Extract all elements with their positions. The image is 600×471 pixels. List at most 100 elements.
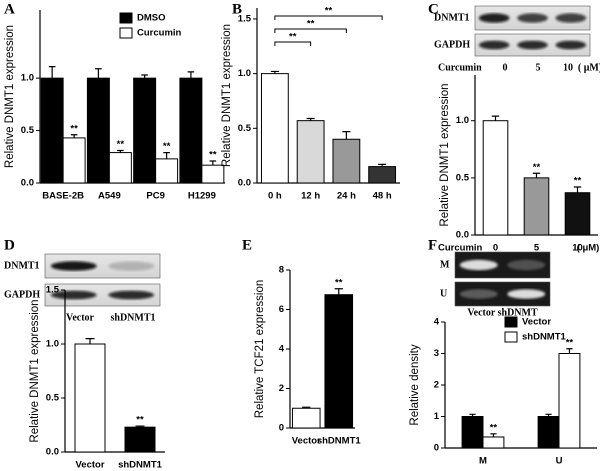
panel-letter: D [4,237,15,253]
y-axis-label: Relative density [409,344,421,425]
legend-swatch [119,12,133,24]
bar [482,436,505,449]
significance-bracket [274,28,347,33]
bar [133,77,157,184]
y-tick-label: 1.0 [46,339,59,350]
y-tick-label: 1 [434,411,440,422]
bar [260,73,289,184]
bar [537,416,560,449]
bar [523,177,550,236]
y-tick-label: 8 [279,265,284,276]
y-tick-label: 1.0 [21,73,34,84]
bar [108,152,132,184]
x-tick-label: Vector [292,436,321,447]
error-bar [48,66,56,79]
blot-band [459,289,498,299]
panel-letter: F [428,237,437,253]
error-bar [342,130,351,140]
blot-band [517,13,548,23]
error-bar [573,186,582,193]
legend-swatch [119,27,133,39]
y-tick-label: 0.0 [46,447,59,458]
y-tick-label: 6 [279,304,284,315]
y-axis-label: Relative DNMT1 expression [439,83,451,226]
blot-caption: Vector shDNMT [467,307,538,318]
y-tick-label: 4 [279,344,285,355]
error-bar [135,425,145,428]
blot-lanes-title: Curcumin [438,62,482,73]
blot-strip [44,283,161,307]
y-tick-label: 2 [279,383,284,394]
significance: ** [70,123,78,134]
blot-band [507,259,546,271]
y-tick-label: 0.0 [456,230,469,241]
x-tick-label: 12 h [301,191,320,202]
blot-band [108,261,155,271]
significance: ** [136,415,144,426]
blot-band [108,290,155,300]
blot-row-label: GAPDH [4,289,40,300]
blot-band [517,40,548,50]
significance: ** [490,422,498,433]
y-tick-label: 0 [434,443,439,454]
significance-bracket [274,15,383,20]
panel-letter: A [4,1,15,17]
y-axis-label: Relative DNMT1 expression [4,25,16,168]
error-bar [469,413,476,417]
y-tick-label: 1.0 [456,115,469,126]
panel-letter: C [428,1,439,17]
x-tick-label: U [556,456,563,467]
blot-lane-label: 5 [536,62,541,73]
y-tick-label: 4 [434,317,440,328]
bar [324,294,354,429]
bar [86,77,110,184]
bar [74,343,106,453]
significance: ** [325,6,333,17]
y-axis-label: Relative TCF21 expression [254,280,266,419]
y-tick-label: 3 [434,348,439,359]
error-bar [141,74,148,79]
panel-letter: E [242,237,252,253]
y-tick-label: 1.5 [46,285,60,296]
significance: ** [533,162,541,173]
blot-row-label: DNMT1 [434,12,470,23]
panel: B 0.0 0.5 1.0 1.5 Relative DNMT1 expression 0 … [221,1,400,202]
significance: ** [289,32,297,43]
y-axis-label: Relative DNMT1 expression [29,299,41,442]
y-tick-label: 0.5 [21,125,35,136]
legend-label: Vector [522,317,551,328]
bar [40,77,64,184]
bar [296,120,325,184]
significance: ** [163,141,171,152]
x-tick-label: 48 h [373,191,392,202]
y-tick-label: 0.0 [21,178,34,189]
significance: ** [307,19,315,30]
error-bar [209,160,217,166]
y-tick-label: 1.0 [238,68,251,79]
significance: ** [335,277,343,288]
bar [179,77,203,184]
x-tick-label: 24 h [337,191,356,202]
bar [368,166,397,184]
y-axis-label: Relative DNMT1 expression [221,24,233,167]
bar [564,192,591,236]
error-bar [532,172,541,178]
y-tick-label: 0.5 [238,123,252,134]
significance: ** [209,149,217,160]
blot-row-label: U [440,288,447,299]
x-tick-label: 10 [572,243,583,254]
legend-label: Curcumin [137,28,182,39]
blot-lanes-unit: ( μM) [578,62,600,73]
error-bar [163,151,170,159]
x-axis-unit: ( μM) [577,243,600,254]
significance-bracket [274,41,312,46]
error-bar [306,117,315,121]
y-tick-label: 2 [434,380,439,391]
error-bar [491,115,500,121]
blot-band [50,290,97,300]
significance: ** [117,139,125,150]
y-tick-label: 0 [279,423,284,434]
